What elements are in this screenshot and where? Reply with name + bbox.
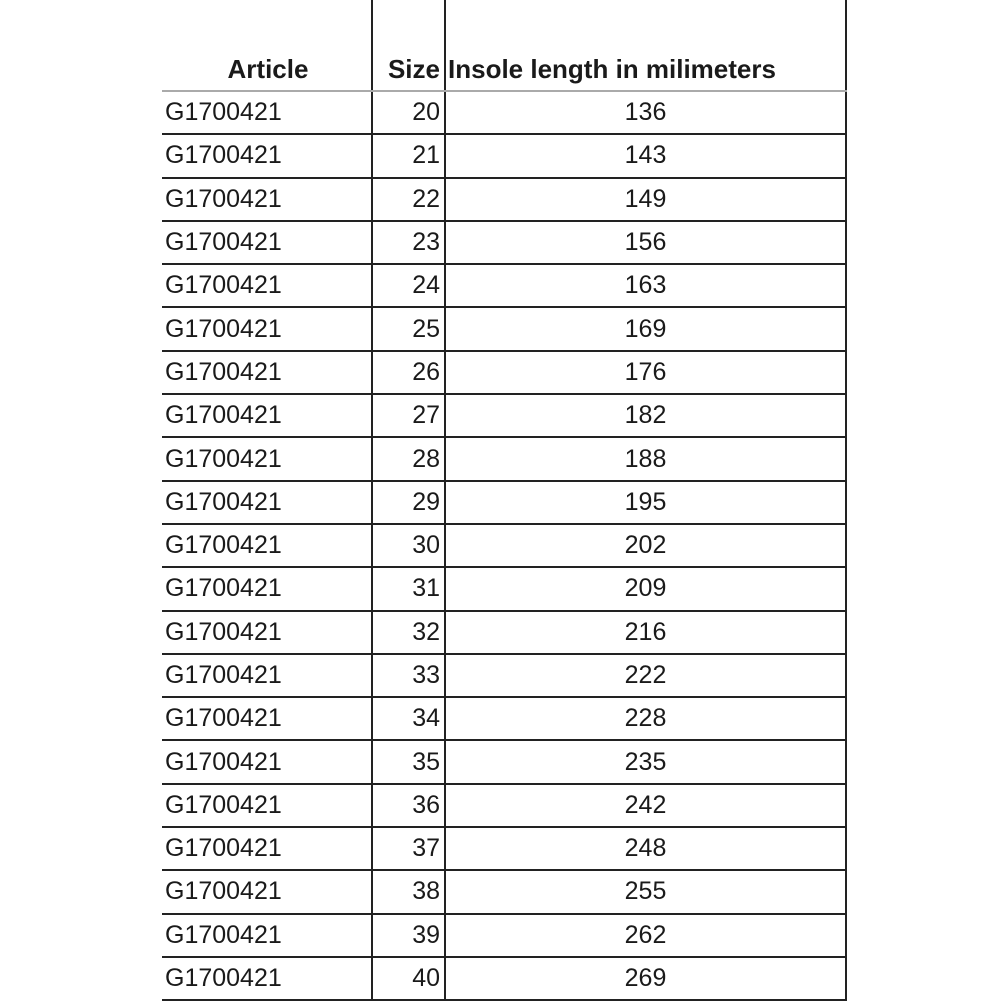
cell-size: 40: [371, 956, 445, 1001]
table-row: G1700421 39 262: [162, 913, 847, 958]
cell-insole-length: 248: [444, 827, 847, 872]
table-row: G1700421 23 156: [162, 220, 847, 266]
cell-insole-length: 169: [444, 307, 847, 352]
cell-size: 22: [371, 177, 445, 222]
table-row: G1700421 28 188: [162, 437, 847, 482]
size-chart-table: Article Size Insole length in milimeters…: [162, 0, 847, 1001]
table-row: G1700421 37 248: [162, 827, 847, 872]
cell-size: 20: [371, 91, 445, 136]
table-row: G1700421 21 143: [162, 134, 847, 179]
table-row: G1700421 20 136: [162, 91, 847, 136]
table-row: G1700421 38 255: [162, 870, 847, 915]
cell-insole-length: 143: [444, 134, 847, 179]
table-row: G1700421 40 269: [162, 956, 847, 1001]
cell-insole-length: 163: [444, 264, 847, 309]
table-row: G1700421 34 228: [162, 697, 847, 742]
cell-insole-length: 182: [444, 394, 847, 439]
cell-size: 26: [371, 350, 445, 396]
cell-insole-length: 149: [444, 177, 847, 222]
cell-size: 33: [371, 653, 445, 699]
table-row: G1700421 25 169: [162, 307, 847, 352]
table-row: G1700421 32 216: [162, 610, 847, 655]
cell-insole-length: 202: [444, 523, 847, 569]
cell-size: 35: [371, 740, 445, 785]
cell-article: G1700421: [162, 480, 372, 525]
cell-insole-length: 269: [444, 956, 847, 1001]
cell-article: G1700421: [162, 870, 372, 915]
cell-article: G1700421: [162, 523, 372, 569]
cell-size: 28: [371, 437, 445, 482]
cell-insole-length: 188: [444, 437, 847, 482]
cell-insole-length: 222: [444, 653, 847, 699]
cell-insole-length: 176: [444, 350, 847, 396]
table-row: G1700421 29 195: [162, 480, 847, 525]
cell-size: 21: [371, 134, 445, 179]
table-row: G1700421 30 202: [162, 523, 847, 569]
table-row: G1700421 22 149: [162, 177, 847, 222]
table-row: G1700421 26 176: [162, 350, 847, 396]
table-row: G1700421 36 242: [162, 783, 847, 829]
cell-insole-length: 255: [444, 870, 847, 915]
cell-article: G1700421: [162, 740, 372, 785]
cell-size: 36: [371, 783, 445, 829]
cell-size: 24: [371, 264, 445, 309]
cell-size: 37: [371, 827, 445, 872]
cell-article: G1700421: [162, 783, 372, 829]
cell-size: 39: [371, 913, 445, 958]
cell-article: G1700421: [162, 177, 372, 222]
cell-article: G1700421: [162, 653, 372, 699]
table-row: G1700421 33 222: [162, 653, 847, 699]
cell-insole-length: 228: [444, 697, 847, 742]
cell-article: G1700421: [162, 220, 372, 266]
cell-insole-length: 136: [444, 91, 847, 136]
cell-insole-length: 209: [444, 567, 847, 612]
table-row: G1700421 27 182: [162, 394, 847, 439]
cell-insole-length: 216: [444, 610, 847, 655]
cell-size: 38: [371, 870, 445, 915]
cell-size: 29: [371, 480, 445, 525]
cell-article: G1700421: [162, 827, 372, 872]
cell-size: 31: [371, 567, 445, 612]
cell-article: G1700421: [162, 91, 372, 136]
cell-size: 23: [371, 220, 445, 266]
cell-article: G1700421: [162, 350, 372, 396]
cell-insole-length: 156: [444, 220, 847, 266]
cell-article: G1700421: [162, 697, 372, 742]
cell-article: G1700421: [162, 264, 372, 309]
table-row: G1700421 24 163: [162, 264, 847, 309]
cell-insole-length: 235: [444, 740, 847, 785]
cell-size: 30: [371, 523, 445, 569]
cell-size: 32: [371, 610, 445, 655]
cell-article: G1700421: [162, 134, 372, 179]
header-row: Article Size Insole length in milimeters: [162, 0, 847, 92]
cell-insole-length: 242: [444, 783, 847, 829]
table-row: G1700421 31 209: [162, 567, 847, 612]
cell-size: 34: [371, 697, 445, 742]
table-row: G1700421 35 235: [162, 740, 847, 785]
cell-insole-length: 195: [444, 480, 847, 525]
cell-article: G1700421: [162, 437, 372, 482]
cell-article: G1700421: [162, 913, 372, 958]
cell-insole-length: 262: [444, 913, 847, 958]
header-article: Article: [162, 0, 372, 92]
cell-article: G1700421: [162, 610, 372, 655]
cell-size: 27: [371, 394, 445, 439]
cell-article: G1700421: [162, 956, 372, 1001]
cell-article: G1700421: [162, 567, 372, 612]
header-size: Size: [371, 0, 445, 92]
cell-article: G1700421: [162, 394, 372, 439]
cell-size: 25: [371, 307, 445, 352]
cell-article: G1700421: [162, 307, 372, 352]
header-insole-length: Insole length in milimeters: [444, 0, 847, 92]
